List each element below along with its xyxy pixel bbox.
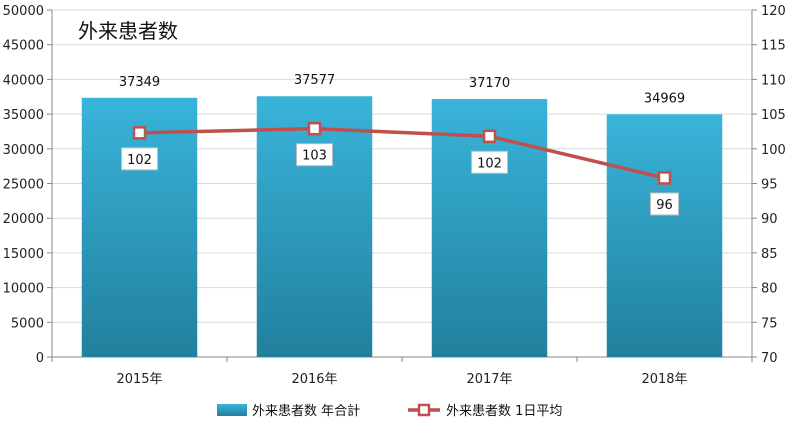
legend-bar-swatch [217, 404, 247, 416]
y-right-tick-label: 100 [761, 143, 786, 158]
line-value-label: 103 [302, 149, 327, 164]
y-left-tick-label: 30000 [3, 143, 44, 158]
y-right-tick-label: 115 [761, 39, 786, 54]
y-left-tick-label: 0 [36, 351, 44, 366]
y-left-tick-label: 35000 [3, 108, 44, 123]
chart-title: 外来患者数 [78, 19, 178, 43]
legend: 外来患者数 年合計 外来患者数 1日平均 [217, 403, 562, 419]
line-series [132, 121, 672, 185]
line-value-label: 96 [656, 198, 673, 213]
bar-value-label: 37577 [294, 73, 335, 88]
line-point-marker [132, 126, 147, 140]
y-right-tick-label: 105 [761, 108, 786, 123]
x-category-label: 2018年 [641, 372, 687, 387]
line-label-box [296, 143, 333, 167]
y-left-tick-label: 45000 [3, 39, 44, 54]
axes: 0 5000 10000 15000 20000 25000 30000 35000 40000… [3, 4, 786, 387]
y-left-tick-label: 20000 [3, 212, 44, 227]
line-value-label: 102 [127, 153, 152, 168]
line-point-marker [482, 129, 497, 144]
bar [606, 114, 723, 357]
bar-value-label: 37349 [119, 75, 160, 90]
bar-value-label: 37170 [469, 76, 510, 91]
legend-line-marker [417, 403, 431, 417]
bar [256, 96, 373, 357]
x-category-label: 2017年 [466, 372, 512, 387]
y-left-tick-label: 50000 [3, 4, 44, 19]
legend-bar-label: 外来患者数 年合計 [252, 403, 360, 419]
x-category-label: 2015年 [116, 372, 162, 387]
legend-line-label: 外来患者数 1日平均 [446, 404, 562, 419]
data-labels: 37349 37577 37170 34969 102 103 102 96 [119, 73, 685, 216]
bar-value-label: 34969 [644, 91, 685, 106]
y-right-tick-label: 85 [761, 247, 778, 262]
y-right-tick-label: 95 [761, 178, 778, 193]
y-left-tick-label: 5000 [11, 316, 44, 331]
line-label-box [471, 150, 508, 174]
line-value-label: 102 [477, 156, 502, 171]
line-label-box [121, 147, 158, 171]
line-label-box [650, 192, 679, 216]
y-right-tick-label: 80 [761, 282, 778, 297]
y-right-tick-label: 75 [761, 316, 778, 331]
y-right-tick-label: 90 [761, 212, 778, 227]
y-left-tick-label: 40000 [3, 73, 44, 88]
line-point-marker [307, 121, 322, 136]
y-left-tick-label: 15000 [3, 247, 44, 262]
y-left-tick-label: 10000 [3, 282, 44, 297]
y-left-tick-label: 25000 [3, 178, 44, 193]
y-right-tick-label: 110 [761, 73, 786, 88]
line-path [139, 126, 665, 180]
bar [81, 97, 198, 357]
y-right-tick-label: 70 [761, 351, 778, 366]
x-category-label: 2016年 [291, 372, 337, 387]
bar-series [81, 96, 723, 358]
line-point-marker [657, 171, 672, 185]
y-right-tick-label: 120 [761, 4, 786, 19]
